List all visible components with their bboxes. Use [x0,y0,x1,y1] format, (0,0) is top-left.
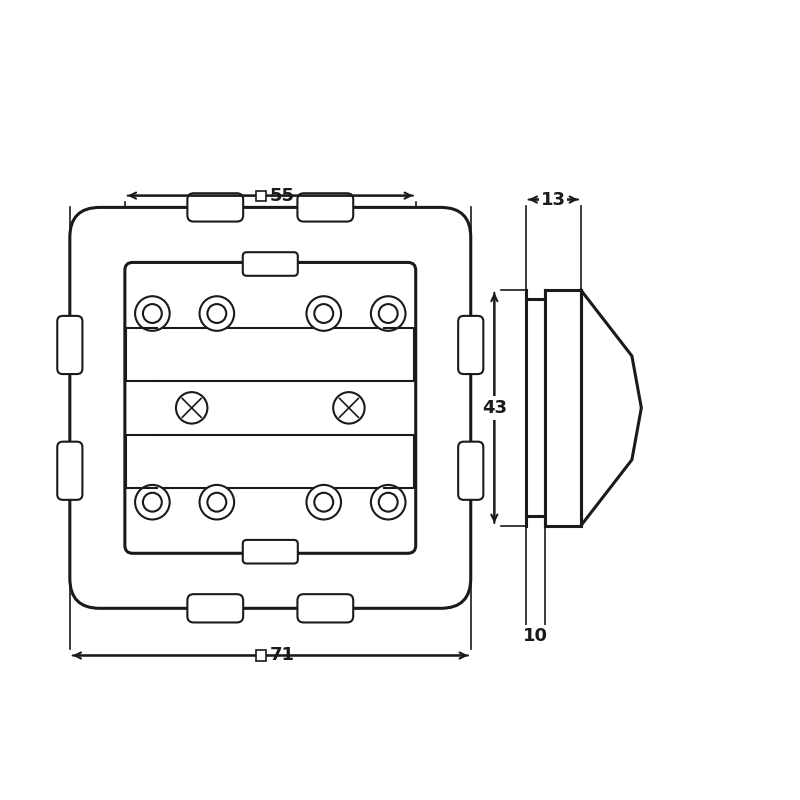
Text: 71: 71 [270,646,294,665]
Bar [546,290,581,526]
FancyBboxPatch shape [125,262,416,554]
FancyBboxPatch shape [70,207,470,608]
Circle shape [143,493,162,512]
FancyBboxPatch shape [58,316,82,374]
FancyBboxPatch shape [242,540,298,563]
Circle shape [306,296,341,331]
FancyBboxPatch shape [298,594,354,622]
Circle shape [378,304,398,323]
Circle shape [333,392,365,423]
Circle shape [378,493,398,512]
Text: 13: 13 [541,190,566,209]
Bar [256,650,266,661]
FancyBboxPatch shape [187,594,243,622]
Circle shape [207,493,226,512]
Circle shape [135,485,170,519]
Circle shape [314,304,333,323]
Circle shape [306,485,341,519]
FancyBboxPatch shape [242,252,298,276]
FancyBboxPatch shape [187,194,243,222]
Text: 43: 43 [482,399,507,417]
Text: 10: 10 [523,627,548,645]
Circle shape [143,304,162,323]
Circle shape [176,392,207,423]
FancyBboxPatch shape [458,442,483,500]
Bar [256,190,266,201]
Circle shape [314,493,333,512]
Circle shape [207,304,226,323]
FancyBboxPatch shape [58,442,82,500]
FancyBboxPatch shape [458,316,483,374]
Text: 55: 55 [270,186,294,205]
Circle shape [199,296,234,331]
Circle shape [135,296,170,331]
Circle shape [199,485,234,519]
FancyBboxPatch shape [298,194,354,222]
Circle shape [371,485,406,519]
Circle shape [371,296,406,331]
